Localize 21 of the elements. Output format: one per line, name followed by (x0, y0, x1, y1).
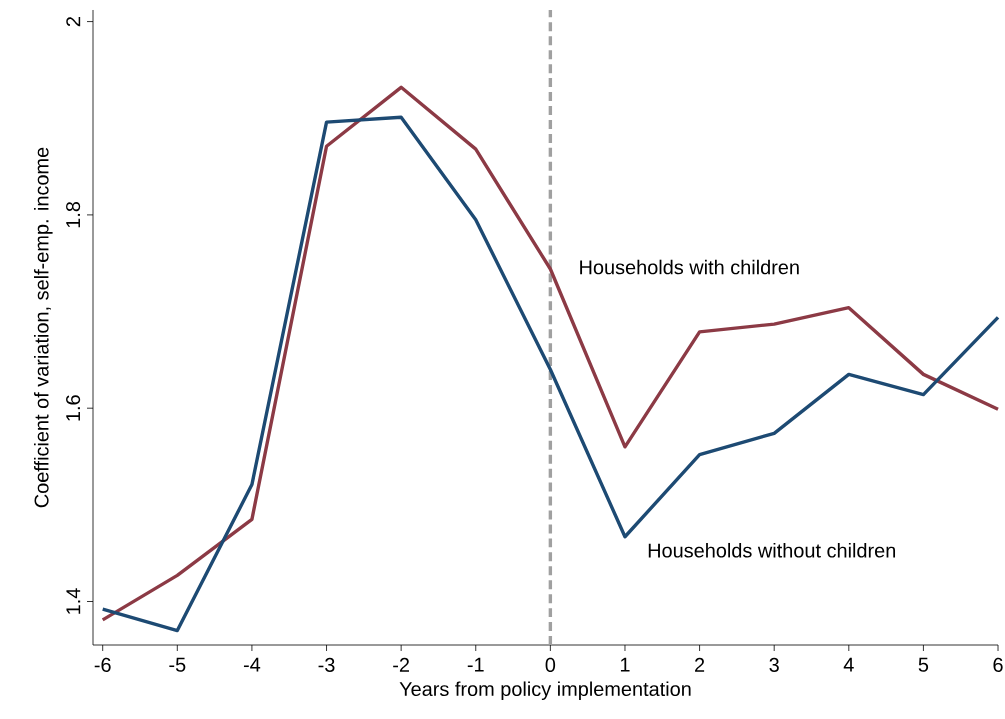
y-axis-title: Coefficient of variation, self-emp. income (34, 147, 53, 508)
x-tick-label: -3 (318, 657, 335, 672)
y-tick-label: 2 (66, 17, 81, 27)
x-tick-label: -6 (94, 657, 111, 672)
series-label: Households with children (580, 259, 799, 275)
y-tick-label: 1.4 (66, 588, 81, 614)
x-tick-label: 2 (695, 657, 705, 672)
x-tick-label: 0 (545, 657, 556, 672)
x-tick-label: -2 (393, 657, 409, 672)
x-tick-label: -5 (169, 657, 186, 672)
y-tick-label: 1.6 (66, 395, 81, 421)
x-tick-label: 6 (993, 657, 1003, 672)
x-tick-label: 4 (843, 657, 854, 672)
x-axis-title: Years from policy implementation (399, 681, 691, 701)
x-tick-label: 3 (769, 657, 779, 672)
x-tick-label: -1 (467, 657, 484, 672)
y-tick-label: 1.8 (66, 201, 81, 228)
x-tick-label: -4 (243, 657, 261, 672)
x-tick-label: 1 (620, 657, 630, 672)
series-label: Households without children (648, 542, 896, 558)
x-tick-label: 5 (918, 657, 929, 672)
